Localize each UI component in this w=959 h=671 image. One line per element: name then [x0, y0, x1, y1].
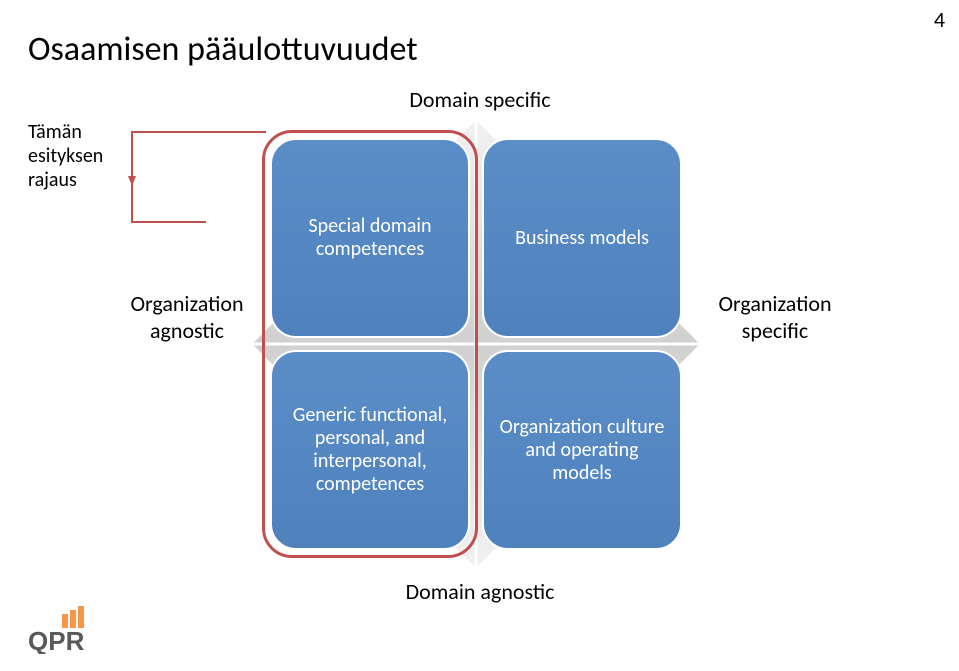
- axis-bottom-label: Domain agnostic: [300, 578, 660, 605]
- focus-ring: [262, 130, 478, 558]
- axis-right-label: Organization specific: [700, 290, 850, 344]
- qpr-logo: QPR: [28, 606, 148, 659]
- scope-caption: Tämän esityksen rajaus: [28, 120, 148, 192]
- logo-text: QPR: [28, 626, 85, 654]
- quadrant-tr: Business models: [482, 138, 682, 338]
- quadrant-diagram: Special domain competences Business mode…: [250, 118, 702, 570]
- page-title: Osaamisen pääulottuvuudet: [28, 29, 418, 70]
- quadrant-br: Organization culture and operating model…: [482, 350, 682, 550]
- logo-bars-icon: [62, 606, 84, 628]
- axis-left-label: Organization agnostic: [112, 290, 262, 344]
- page-number: 4: [934, 6, 945, 33]
- axis-top-label: Domain specific: [300, 86, 660, 113]
